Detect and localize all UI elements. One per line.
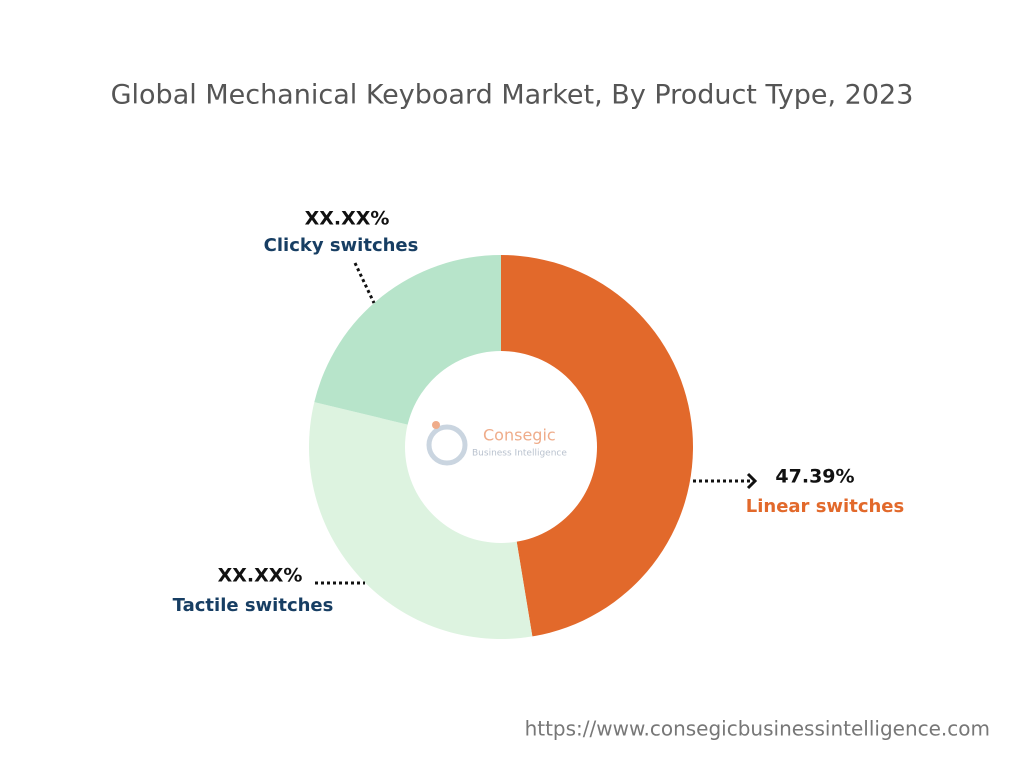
source-url: https://www.consegicbusinessintelligence… [525, 717, 990, 741]
leader-line [353, 262, 376, 304]
leader-arrow [746, 472, 758, 490]
logo-name: Consegic [483, 426, 556, 445]
category-label: Clicky switches [264, 235, 419, 256]
logo-tagline: Business Intelligence [472, 449, 567, 459]
logo-icon [426, 424, 468, 466]
category-label: Tactile switches [173, 595, 334, 616]
logo: Consegic Business Intelligence [426, 421, 567, 466]
data-label: XX.XX% [218, 565, 303, 587]
logo-dot [432, 421, 440, 429]
chart-title: Global Mechanical Keyboard Market, By Pr… [111, 80, 914, 111]
data-label: XX.XX% [305, 208, 390, 230]
donut-hole [405, 351, 597, 543]
data-label: 47.39% [775, 466, 854, 488]
donut-segment [501, 255, 694, 637]
category-label: Linear switches [746, 496, 904, 517]
